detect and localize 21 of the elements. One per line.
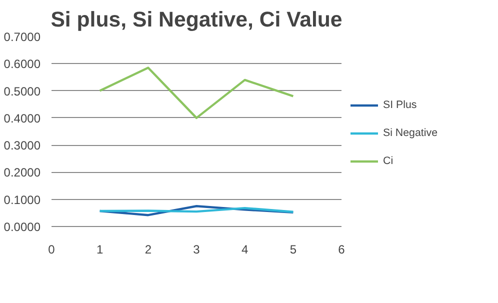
legend-label: Si Negative	[383, 127, 438, 139]
chart-title: Si plus, Si Negative, Ci Value	[50, 8, 342, 32]
x-tick-label: 0	[48, 242, 56, 256]
x-tick-label: 2	[144, 242, 152, 256]
line-series	[98, 66, 294, 120]
y-tick-label: 0.7000	[4, 30, 41, 44]
legend-label: Ci	[383, 155, 394, 167]
legend-label: SI Plus	[383, 99, 417, 111]
y-tick-label: 0.6000	[4, 57, 41, 72]
y-tick-label: 0.5000	[4, 84, 41, 98]
y-tick-label: 0.3000	[4, 138, 41, 153]
y-tick-label: 0.2000	[4, 166, 41, 180]
x-tick-label: 5	[290, 242, 297, 256]
y-tick-label: 0.1000	[4, 192, 41, 207]
y-tick-label: 0.0000	[4, 220, 41, 234]
x-tick-label: 1	[96, 242, 104, 256]
line-series	[98, 205, 294, 216]
x-tick-label: 3	[193, 242, 200, 256]
y-tick-label: 0.4000	[4, 111, 41, 126]
x-tick-label: 4	[241, 242, 248, 256]
x-tick-label: 6	[338, 242, 346, 256]
